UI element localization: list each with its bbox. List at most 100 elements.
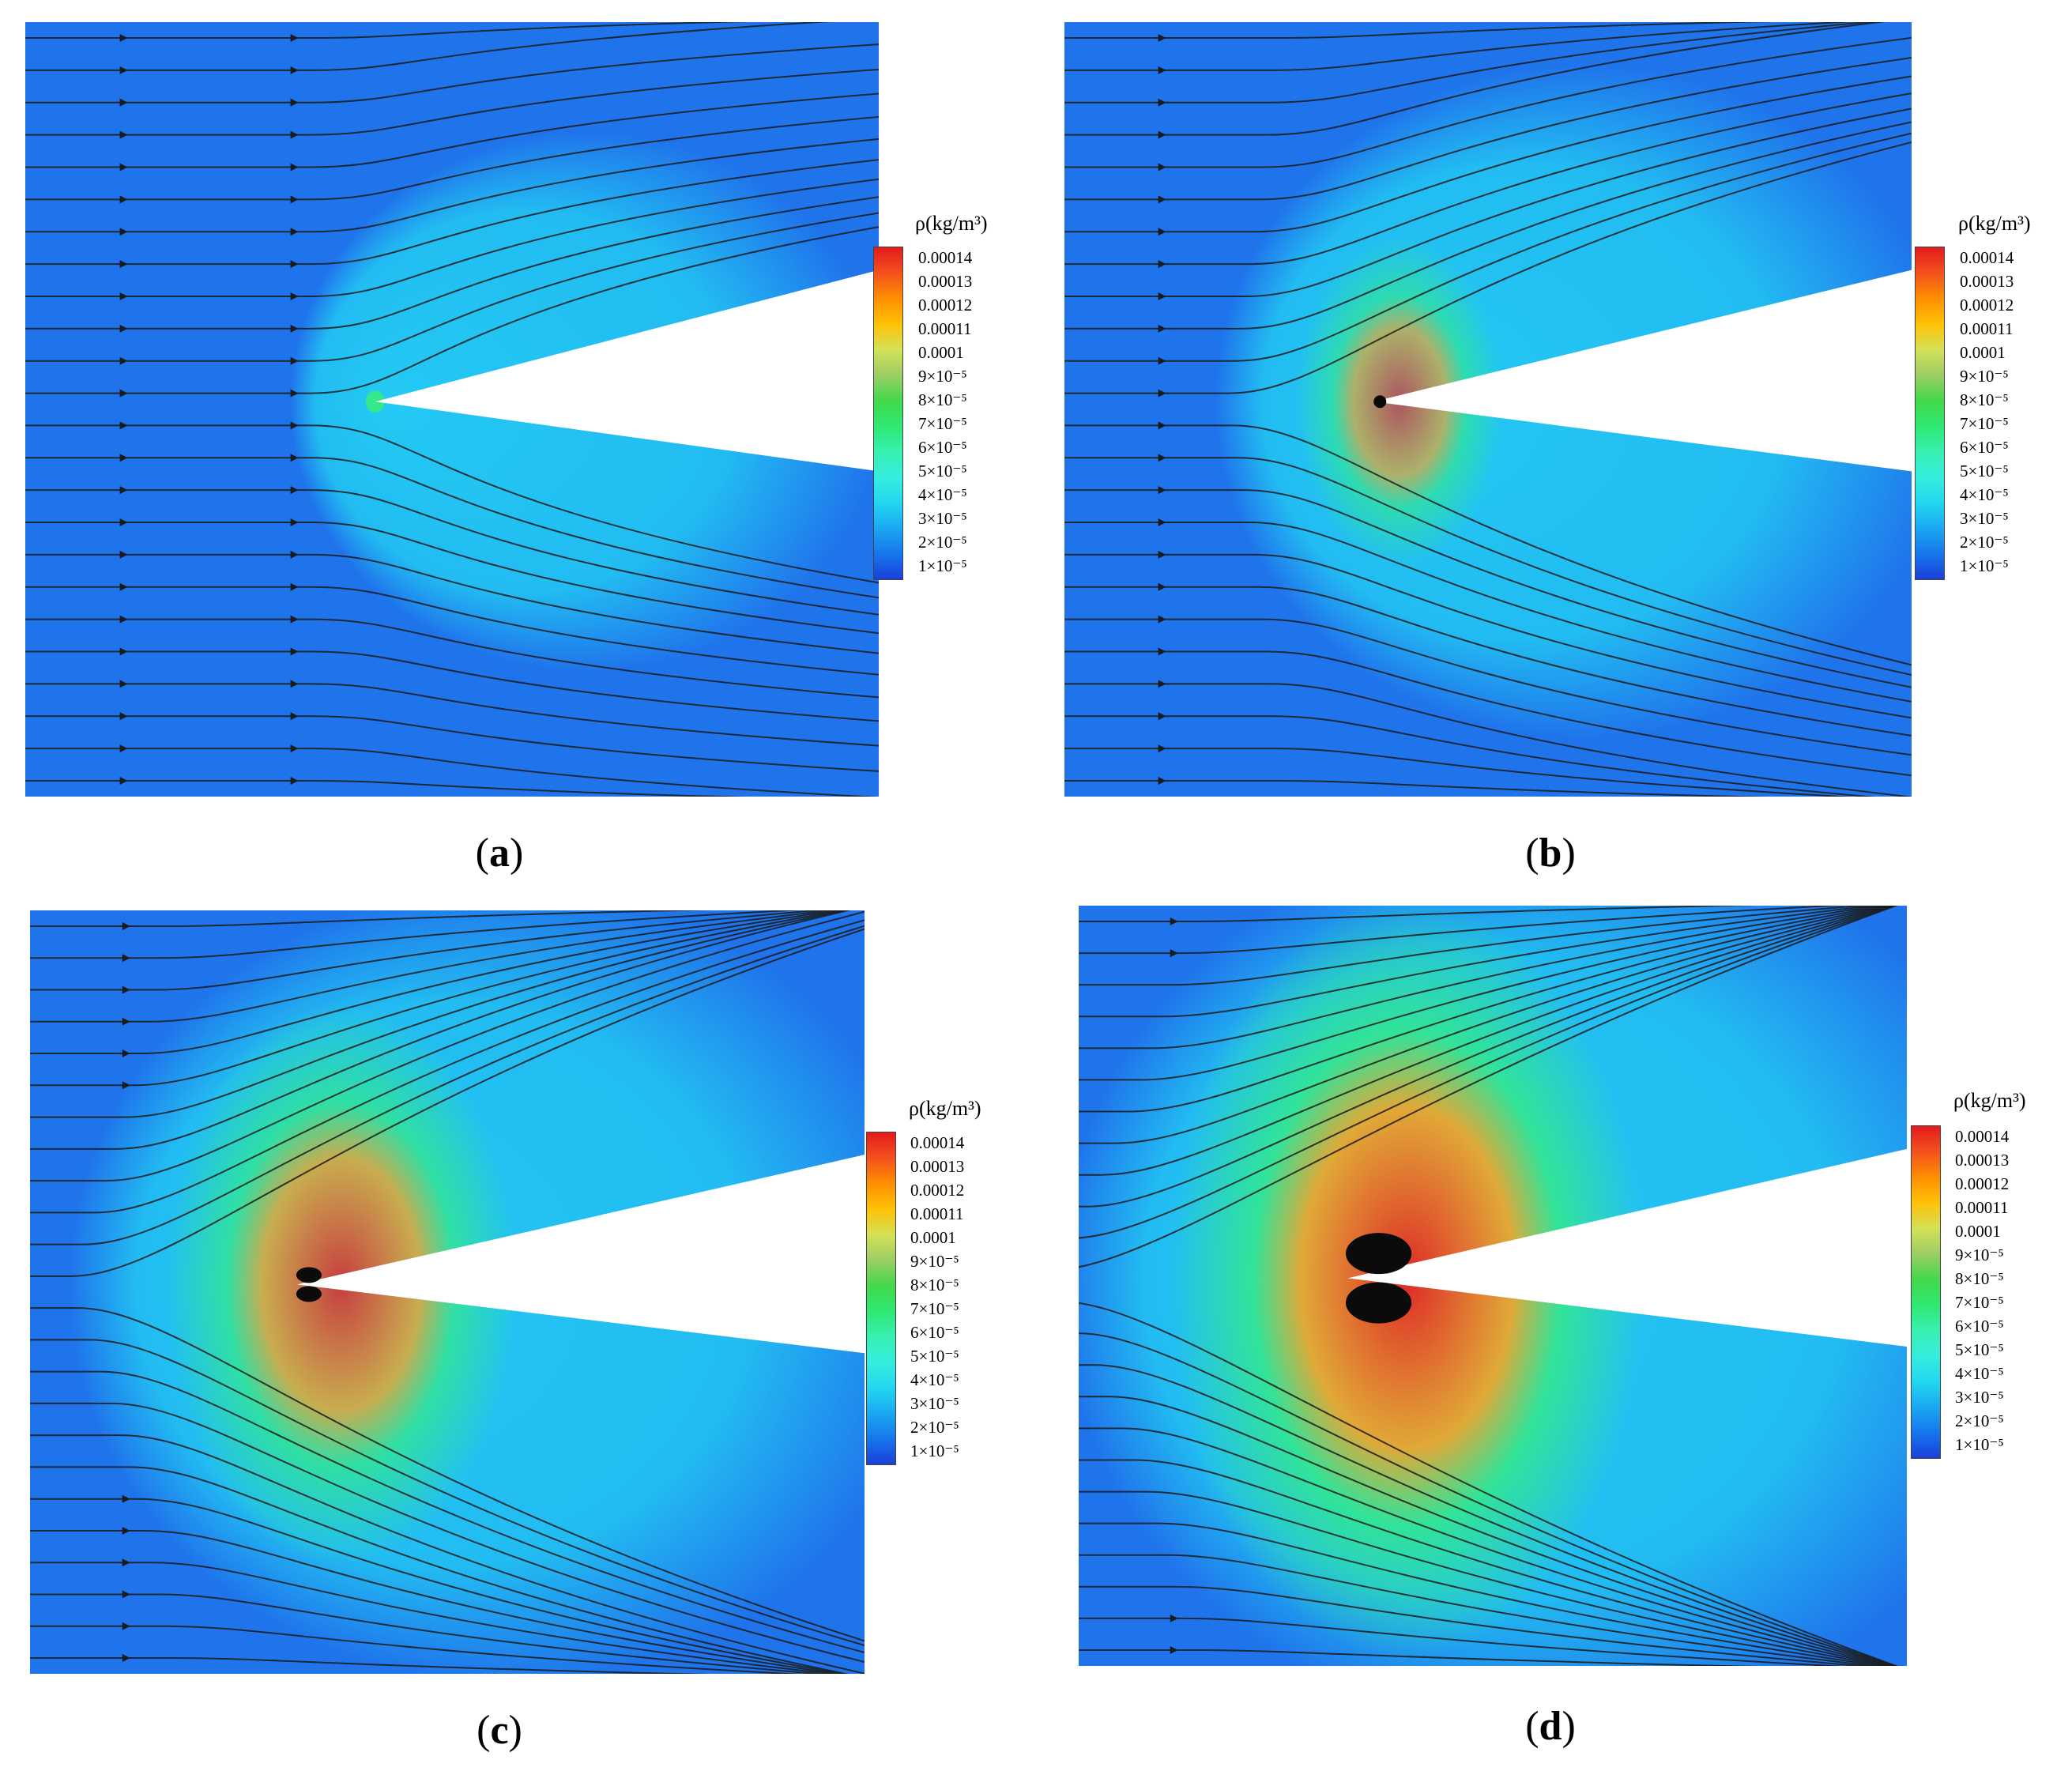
colorbar-tick-label: 0.0001	[1960, 343, 2006, 362]
density-field-a	[25, 22, 879, 797]
colorbar-tick-label: 1×10⁻⁵	[910, 1441, 959, 1460]
streamline-arrow	[122, 954, 130, 963]
streamline-arrow	[1158, 680, 1166, 688]
colorbar-tick-label: 7×10⁻⁵	[910, 1299, 959, 1318]
streamline-arrow	[1158, 454, 1166, 462]
streamline-arrow	[122, 1590, 130, 1599]
streamline-arrow	[119, 356, 128, 365]
streamline-arrow	[122, 1526, 130, 1535]
colorbar-b	[1915, 247, 1945, 580]
streamline-arrow	[290, 486, 299, 495]
colorbar-tick-label: 0.00012	[1960, 296, 2014, 315]
colorbar-tick-label: 0.0001	[910, 1228, 956, 1247]
colorbar-tick-label: 2×10⁻⁵	[910, 1418, 959, 1437]
streamline-arrow	[119, 550, 128, 559]
colorbar-tick-label: 0.00014	[1960, 248, 2014, 267]
streamline-arrow	[119, 130, 128, 139]
streamline-arrow	[1170, 1646, 1178, 1654]
streamline-arrow	[1158, 647, 1166, 656]
colorbar-tick-label: 0.0001	[1955, 1222, 2001, 1241]
streamline-arrow	[290, 34, 299, 42]
streamline-arrow	[290, 680, 299, 688]
streamline-arrow	[1158, 292, 1166, 300]
streamline-arrow	[290, 518, 299, 527]
colorbar-tick-label: 3×10⁻⁵	[1960, 509, 2009, 528]
streamline-arrow	[1158, 34, 1166, 42]
colorbar-tick-label: 9×10⁻⁵	[1955, 1245, 2004, 1264]
streamline-arrow	[1158, 486, 1166, 495]
streamline-arrow	[290, 744, 299, 753]
streamline-arrow	[1158, 582, 1166, 591]
colorbar-tick-label: 1×10⁻⁵	[1960, 556, 2009, 575]
streamline-arrow	[119, 615, 128, 624]
colorbar-title-c: ρ(kg/m³)	[909, 1097, 981, 1120]
streamline-arrow	[1158, 421, 1166, 430]
colorbar-tick-label: 1×10⁻⁵	[918, 556, 967, 575]
streamline-arrow	[290, 98, 299, 107]
streamline-arrow	[122, 1654, 130, 1662]
streamline-arrow	[1170, 1614, 1178, 1622]
streamlines	[30, 910, 865, 1674]
streamline-arrow	[290, 582, 299, 591]
streamline-arrow	[290, 260, 299, 269]
vortex-upper	[296, 1267, 322, 1283]
colorbar-tick-label: 0.00012	[1955, 1174, 2010, 1193]
colorbar-d	[1911, 1125, 1941, 1459]
colorbar-tick-label: 0.00011	[910, 1204, 964, 1223]
streamline-arrow	[290, 324, 299, 333]
streamlines	[1064, 22, 1912, 797]
streamline-arrow	[290, 454, 299, 462]
streamline-arrow	[1158, 518, 1166, 527]
streamline-arrow	[290, 389, 299, 398]
streamline-arrow	[122, 1558, 130, 1567]
streamline-arrow	[119, 389, 128, 398]
caption-b: (b)	[1525, 831, 1576, 876]
caption-a: (a)	[475, 831, 524, 876]
streamline-arrow	[119, 195, 128, 204]
streamline-arrow	[290, 550, 299, 559]
colorbar-tick-label: 6×10⁻⁵	[910, 1323, 959, 1342]
streamline-arrow	[1158, 777, 1166, 785]
streamlines	[1079, 906, 1899, 1666]
colorbar-tick-label: 5×10⁻⁵	[918, 462, 967, 480]
colorbar-tick-label: 8×10⁻⁵	[910, 1275, 959, 1294]
streamline-arrow	[1158, 389, 1166, 398]
colorbar-tick-label: 7×10⁻⁵	[1955, 1293, 2004, 1312]
streamline-arrow	[1158, 195, 1166, 204]
streamline-arrow	[1158, 98, 1166, 107]
colorbar-tick-label: 0.00011	[1960, 319, 2014, 338]
streamline-arrow	[1158, 615, 1166, 624]
colorbar-title-a: ρ(kg/m³)	[915, 212, 988, 235]
colorbar-tick-label: 0.00012	[910, 1181, 965, 1200]
streamline-arrow	[122, 1081, 130, 1090]
vortex	[1373, 395, 1387, 409]
colorbar-c	[866, 1132, 896, 1465]
wedge-body	[1347, 1148, 1907, 1347]
colorbar-tick-label: 1×10⁻⁵	[1955, 1435, 2004, 1454]
colorbar-tick-label: 8×10⁻⁵	[1960, 390, 2009, 409]
colorbar-tick-label: 0.00013	[1960, 272, 2014, 291]
density-field-d	[1079, 906, 1907, 1666]
colorbar-tick-label: 5×10⁻⁵	[1955, 1340, 2004, 1359]
streamline-arrow	[119, 260, 128, 269]
streamline-arrow	[1158, 260, 1166, 269]
wedge-body	[1373, 269, 1912, 472]
streamline-arrow	[119, 486, 128, 495]
panel-d	[1079, 906, 1907, 1666]
colorbar-tick-label: 4×10⁻⁵	[918, 485, 967, 504]
streamline-arrow	[1158, 550, 1166, 559]
colorbar-tick-label: 3×10⁻⁵	[918, 509, 967, 528]
streamline-arrow	[119, 34, 128, 42]
colorbar-tick-label: 5×10⁻⁵	[910, 1347, 959, 1366]
colorbar-tick-label: 0.00011	[918, 319, 972, 338]
streamline-arrow	[122, 985, 130, 994]
panel-b	[1064, 22, 1912, 797]
streamline-arrow	[1170, 918, 1178, 925]
colorbar-tick-label: 0.00011	[1955, 1198, 2009, 1217]
colorbar-tick-label: 2×10⁻⁵	[1955, 1411, 2004, 1430]
streamline-arrow	[119, 421, 128, 430]
streamline-arrow	[119, 518, 128, 527]
colorbar-tick-label: 8×10⁻⁵	[918, 390, 967, 409]
streamline-arrow	[1158, 744, 1166, 753]
colorbar-tick-label: 0.0001	[918, 343, 964, 362]
